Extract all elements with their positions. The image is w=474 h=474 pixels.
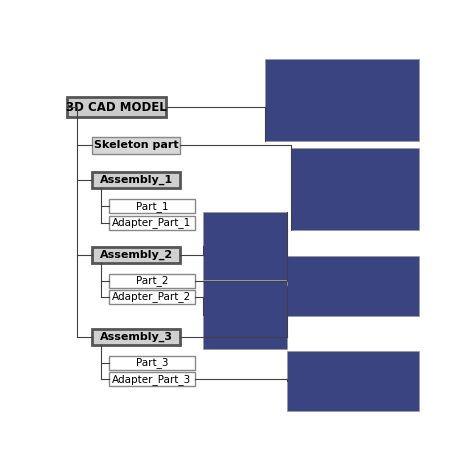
FancyBboxPatch shape <box>109 273 195 288</box>
Text: Assembly_1: Assembly_1 <box>100 175 173 185</box>
Bar <box>202 212 287 280</box>
FancyBboxPatch shape <box>92 137 181 154</box>
Text: Adapter_Part_2: Adapter_Part_2 <box>112 292 191 302</box>
FancyBboxPatch shape <box>92 329 181 345</box>
FancyBboxPatch shape <box>109 290 195 304</box>
Bar <box>265 59 419 141</box>
Text: 3D CAD MODEL: 3D CAD MODEL <box>66 100 166 114</box>
FancyBboxPatch shape <box>109 356 195 370</box>
Bar <box>202 282 287 349</box>
Text: Assembly_3: Assembly_3 <box>100 332 173 342</box>
Text: Skeleton part: Skeleton part <box>94 140 179 150</box>
Text: Part_1: Part_1 <box>136 201 168 211</box>
Text: Assembly_2: Assembly_2 <box>100 250 173 260</box>
FancyBboxPatch shape <box>109 216 195 229</box>
FancyBboxPatch shape <box>92 172 181 188</box>
FancyBboxPatch shape <box>109 199 195 213</box>
FancyBboxPatch shape <box>66 97 166 117</box>
FancyBboxPatch shape <box>109 372 195 386</box>
Bar <box>287 351 419 411</box>
Bar <box>287 256 419 316</box>
Text: Adapter_Part_1: Adapter_Part_1 <box>112 217 191 228</box>
Text: Part_3: Part_3 <box>136 357 168 368</box>
Bar <box>291 148 419 230</box>
Text: Part_2: Part_2 <box>136 275 168 286</box>
FancyBboxPatch shape <box>92 246 181 263</box>
Text: Adapter_Part_3: Adapter_Part_3 <box>112 374 191 384</box>
